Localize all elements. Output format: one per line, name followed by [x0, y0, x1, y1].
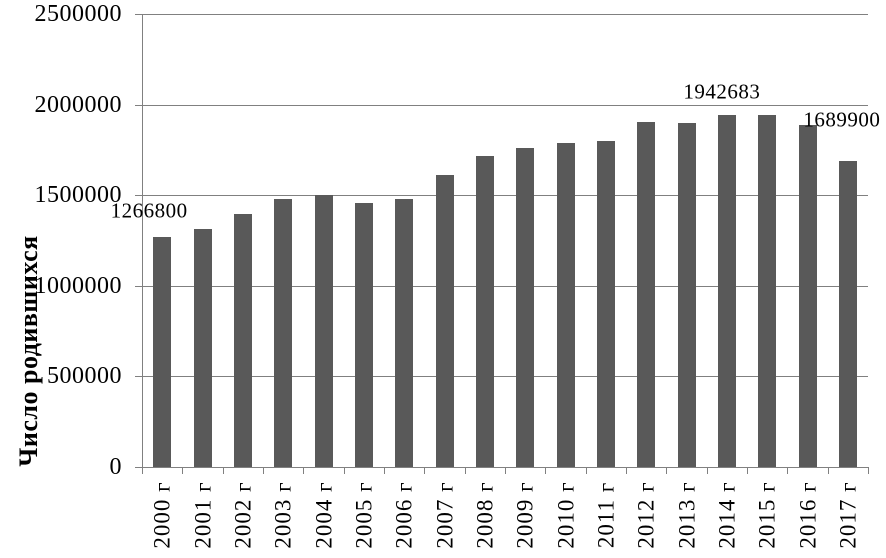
x-tick-label: 2005 г [351, 481, 377, 549]
x-tick [263, 467, 264, 474]
bar-2001 [193, 229, 212, 467]
y-tick-label: 2500000 [34, 1, 122, 27]
x-tick-label: 2016 г [795, 481, 820, 549]
x-tick [464, 467, 466, 474]
x-tick [585, 467, 587, 474]
x-tick [222, 467, 224, 474]
x-tick-label: 2007 г [432, 481, 457, 549]
x-tick [626, 467, 627, 474]
data-label: 1689900 [803, 107, 881, 132]
x-tick [706, 467, 708, 474]
bar-2016 [798, 124, 817, 467]
x-tick [868, 467, 869, 474]
x-tick [142, 467, 143, 474]
bar-2006 [395, 198, 414, 467]
y-tick [135, 104, 149, 106]
x-tick-label: 2011 г [593, 481, 619, 549]
bar-2010 [556, 142, 575, 467]
bar-2005 [354, 202, 373, 467]
y-tick [135, 285, 149, 287]
x-tick-label: 2014 г [714, 481, 740, 549]
x-tick [343, 467, 345, 474]
x-tick-label: 2010 г [553, 481, 578, 549]
x-tick-label: 2017 г [835, 481, 861, 549]
x-tick [424, 467, 426, 474]
bar-2000 [153, 237, 172, 467]
gridline [142, 104, 868, 106]
bar-2017 [838, 160, 857, 467]
x-tick-label: 2003 г [270, 481, 296, 549]
bar-2007 [435, 175, 454, 467]
bar-2002 [233, 213, 252, 467]
x-tick-label: 2001 г [190, 481, 215, 549]
x-tick [303, 467, 305, 474]
bar-2009 [516, 147, 535, 467]
y-tick [135, 376, 149, 378]
x-tick-label: 2006 г [391, 481, 417, 549]
y-axis-line [142, 14, 143, 467]
x-tick-label: 2004 г [311, 481, 336, 549]
x-tick [505, 467, 506, 474]
y-tick [135, 195, 149, 197]
x-tick [827, 467, 829, 474]
bar-2011 [596, 141, 615, 467]
bar-2013 [677, 123, 696, 467]
x-tick-label: 2013 г [674, 481, 699, 549]
data-label: 1266800 [110, 198, 188, 223]
y-tick-label: 0 [109, 454, 122, 480]
bar-2015 [758, 115, 777, 467]
x-tick-label: 2009 г [512, 481, 538, 549]
bar-2014 [717, 114, 736, 467]
gridline [142, 14, 868, 15]
y-axis-title: Число родившихся [14, 235, 43, 467]
gridline [142, 195, 868, 197]
x-tick [384, 467, 385, 474]
bar-2004 [314, 194, 333, 467]
x-tick [545, 467, 547, 474]
x-tick-label: 2000 г [149, 481, 175, 549]
bar-2008 [475, 156, 494, 467]
y-tick-label: 2000000 [34, 91, 122, 118]
x-tick-label: 2015 г [754, 481, 780, 549]
x-tick [787, 467, 789, 474]
y-tick-label: 1000000 [34, 272, 122, 299]
x-tick-label: 2002 г [230, 481, 256, 549]
y-tick [135, 14, 149, 15]
y-tick-label: 1500000 [34, 182, 122, 209]
x-tick [747, 467, 748, 474]
bar-2012 [637, 122, 656, 467]
gridline [142, 376, 868, 378]
y-tick-label: 500000 [47, 363, 122, 390]
x-tick-label: 2008 г [472, 481, 498, 549]
x-tick-label: 2012 г [633, 481, 659, 549]
gridline [142, 285, 868, 287]
x-tick [666, 467, 668, 474]
bar-2003 [274, 199, 293, 467]
x-tick [182, 467, 184, 474]
data-label: 1942683 [683, 79, 761, 104]
